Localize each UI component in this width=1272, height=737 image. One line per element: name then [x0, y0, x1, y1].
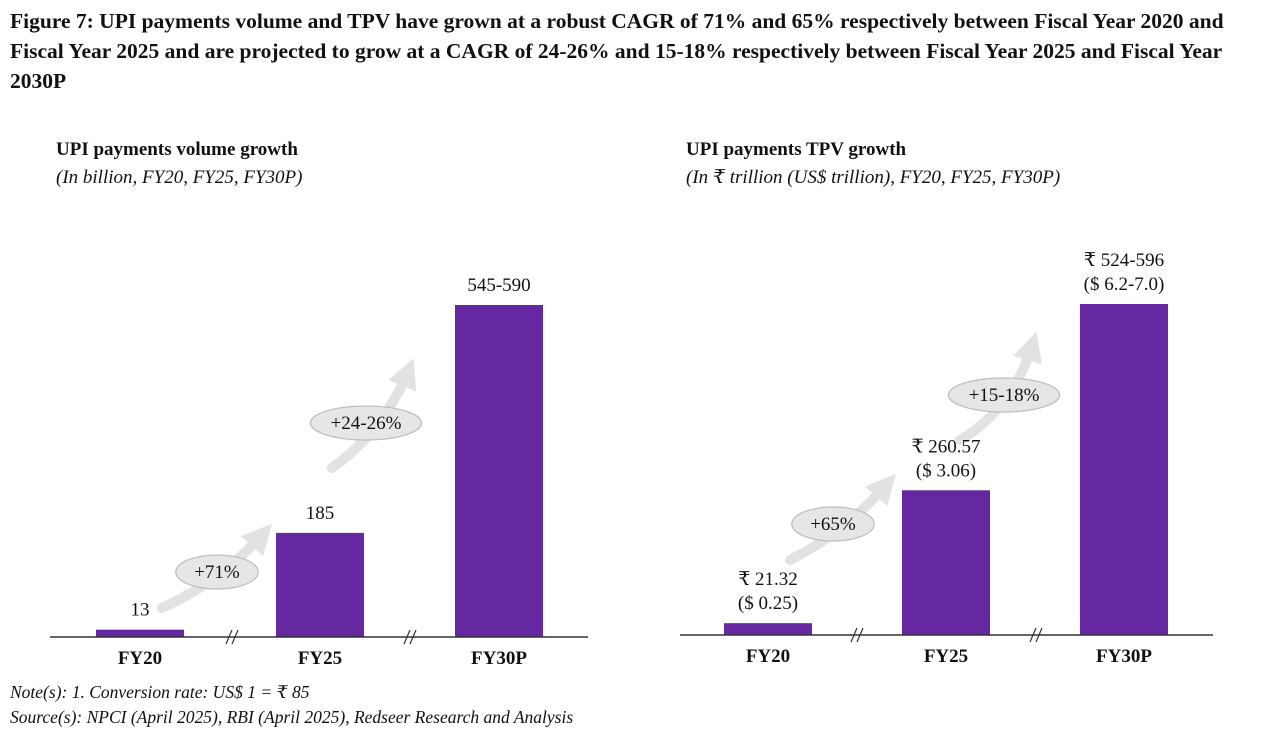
volume-data-label-fy20: 13: [131, 600, 150, 621]
volume-growth-badge-2: [309, 405, 423, 441]
volume-bar-fy30p: [455, 305, 543, 637]
volume-chart-heading: UPI payments volume growth (In billion, …: [56, 136, 302, 192]
volume-category-label-fy20: FY20: [118, 648, 162, 669]
tpv-bar-fy20: [724, 623, 812, 635]
tpv-data-label-fy30p-1: ₹ 524-596: [1084, 250, 1164, 271]
tpv-bar-fy30p: [1080, 304, 1168, 635]
tpv-axis-break-1: [850, 627, 864, 643]
tpv-category-label-fy20: FY20: [746, 646, 790, 667]
volume-chart-title: UPI payments volume growth: [56, 139, 298, 160]
volume-bar-fy25: [276, 532, 364, 637]
volume-data-label-fy25: 185: [306, 503, 335, 524]
tpv-data-label-fy25-2: ($ 3.06): [916, 460, 976, 481]
tpv-category-label-fy25: FY25: [924, 646, 968, 667]
tpv-growth-badge-2: [947, 377, 1061, 413]
tpv-data-label-fy20-2: ($ 0.25): [738, 593, 798, 614]
volume-chart-subtitle: (In billion, FY20, FY25, FY30P): [56, 167, 303, 188]
tpv-growth-label-1: +65%: [810, 514, 856, 535]
tpv-axis-break-2: [1029, 627, 1043, 643]
tpv-data-label-fy25-1: ₹ 260.57: [911, 436, 980, 457]
volume-axis-break-1: [225, 629, 239, 645]
tpv-chart-title: UPI payments TPV growth: [686, 139, 907, 160]
tpv-growth-label-2: +15-18%: [969, 385, 1040, 406]
volume-bar-fy20: [96, 629, 184, 637]
volume-data-label-fy30p: 545-590: [467, 275, 530, 296]
volume-category-label-fy25: FY25: [298, 648, 342, 669]
tpv-growth-badge-1: [791, 506, 875, 542]
volume-growth-label-1: +71%: [194, 562, 240, 583]
volume-growth-badge-1: [175, 554, 259, 590]
tpv-data-label-fy30p-2: ($ 6.2-7.0): [1084, 274, 1165, 295]
volume-axis-break-2: [403, 629, 417, 645]
volume-category-label-fy30p: FY30P: [471, 648, 527, 669]
tpv-bar-fy25: [902, 490, 990, 635]
note-text: Note(s): 1. Conversion rate: US$ 1 = ₹ 8…: [10, 682, 310, 702]
tpv-chart-subtitle: (In ₹ trillion (US$ trillion), FY20, FY2…: [686, 167, 1061, 188]
tpv-chart-heading: UPI payments TPV growth (In ₹ trillion (…: [686, 136, 1060, 192]
tpv-category-label-fy30p: FY30P: [1096, 646, 1152, 667]
figure-title: Figure 7: UPI payments volume and TPV ha…: [10, 9, 1224, 93]
source-text: Source(s): NPCI (April 2025), RBI (April…: [10, 707, 574, 727]
tpv-data-label-fy20-1: ₹ 21.32: [738, 569, 798, 590]
volume-growth-label-2: +24-26%: [331, 413, 402, 434]
